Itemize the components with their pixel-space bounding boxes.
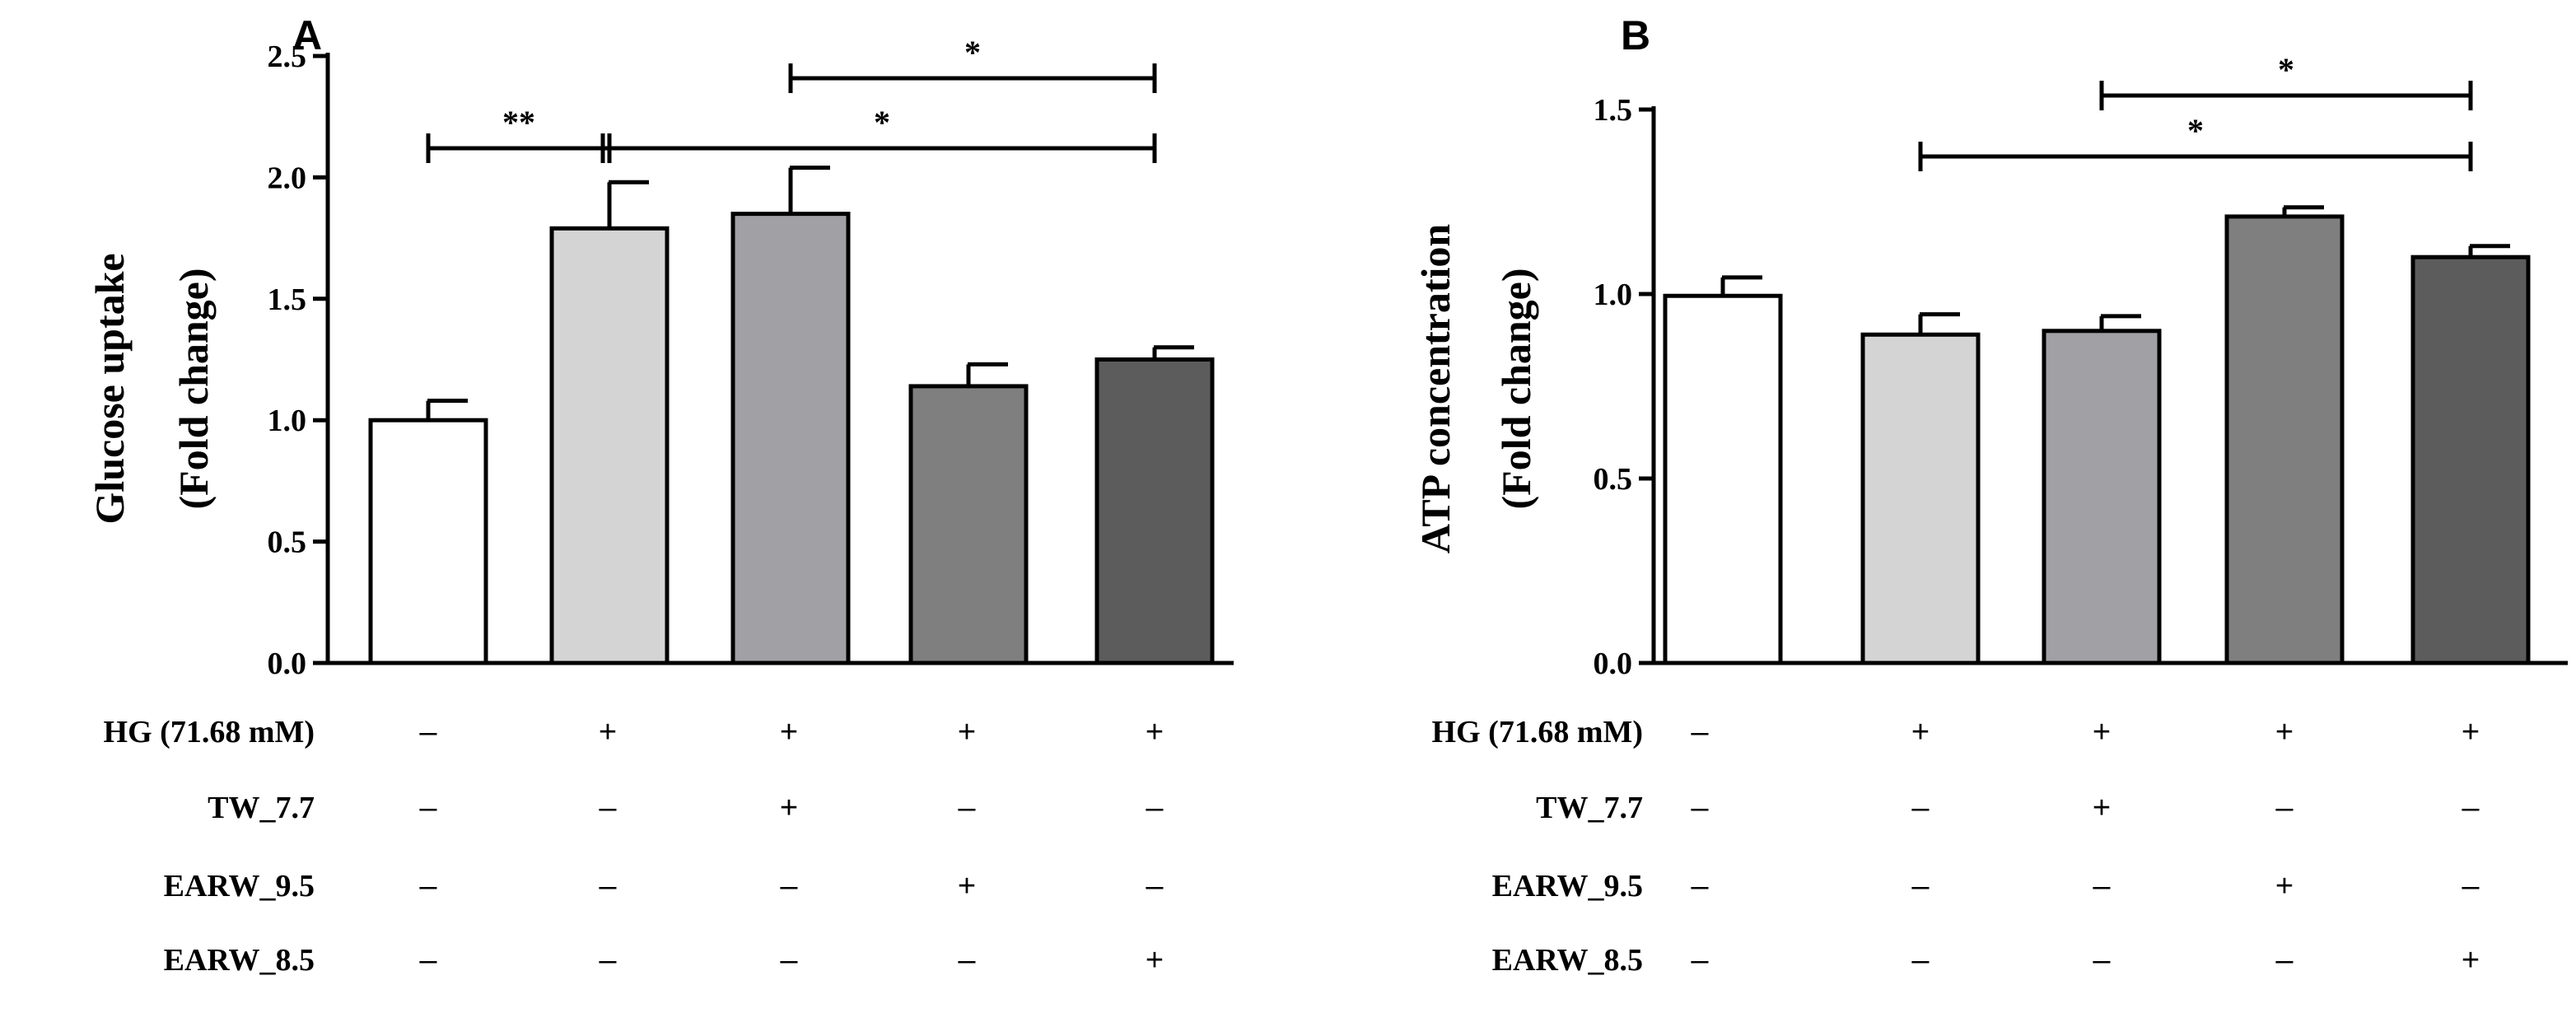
treatment-sign-a: – xyxy=(780,943,798,978)
panel-b-ytick-label: 1.0 xyxy=(1594,278,1633,312)
treatment-sign-b: – xyxy=(2275,791,2294,825)
treatment-sign-a: – xyxy=(419,869,437,903)
treatment-sign-a: – xyxy=(419,943,437,978)
treatment-sign-a: – xyxy=(419,791,437,825)
treatment-table-a: HG (71.68 mM) – + + + + TW_7.7 – – + – – EARW_9.5 – – –… xyxy=(104,715,1164,978)
panel-b-ytick-label: 0.0 xyxy=(1594,647,1633,681)
panel-a-ytick-label: 1.0 xyxy=(268,404,307,438)
treatment-sign-b: – xyxy=(1911,791,1930,825)
treatment-sign-b: + xyxy=(2275,869,2294,903)
treatment-row-label-b: EARW_9.5 xyxy=(1492,869,1643,903)
treatment-sign-a: – xyxy=(780,869,798,903)
panel-b-ytick-label: 0.5 xyxy=(1594,462,1633,497)
treatment-row-label-a: HG (71.68 mM) xyxy=(104,715,315,749)
panel-b-bar xyxy=(1663,293,1783,665)
treatment-sign-a: – xyxy=(958,943,976,978)
panel-a-ytick-label: 1.5 xyxy=(268,282,307,317)
panel-b-sig-label: * xyxy=(2278,51,2294,88)
panel-a-bar xyxy=(368,418,488,665)
treatment-sign-b: + xyxy=(1911,715,1930,749)
panel-b-ylabel-line2: (Fold change) xyxy=(1493,268,1539,509)
treatment-sign-a: – xyxy=(599,869,617,903)
treatment-row-label-b: TW_7.7 xyxy=(1536,791,1643,825)
treatment-sign-b: + xyxy=(2093,791,2111,825)
panel-b-bar xyxy=(2224,214,2345,665)
panel-a-sig-label: ** xyxy=(502,104,535,141)
panel-b-ylabel-line1: ATP concentration xyxy=(1412,224,1458,554)
treatment-sign-a: – xyxy=(419,715,437,749)
treatment-sign-b: – xyxy=(1691,791,1709,825)
treatment-sign-a: + xyxy=(958,869,976,903)
panel-b-ytick-label: 1.5 xyxy=(1594,93,1633,128)
panel-a-letter: A xyxy=(292,12,322,58)
treatment-sign-b: + xyxy=(2275,715,2294,749)
panel-a-ytick-label: 0.0 xyxy=(268,647,307,681)
treatment-row-label-a: EARW_9.5 xyxy=(164,869,315,903)
panel-b-bar xyxy=(2410,254,2531,665)
treatment-sign-b: – xyxy=(1691,715,1709,749)
treatment-sign-a: + xyxy=(780,715,798,749)
panel-b-bar xyxy=(1860,332,1981,665)
treatment-sign-b: – xyxy=(2462,869,2480,903)
treatment-sign-b: – xyxy=(2275,943,2294,978)
treatment-sign-a: – xyxy=(599,943,617,978)
treatment-sign-b: + xyxy=(2462,715,2480,749)
treatment-sign-b: + xyxy=(2093,715,2111,749)
panel-a-chart: A Glucose uptake (Fold change) 0.0 0.5 1.0… xyxy=(86,12,1234,681)
treatment-sign-b: – xyxy=(1691,943,1709,978)
panel-a-ytick-label: 2.5 xyxy=(268,40,307,74)
treatment-sign-b: – xyxy=(1911,943,1930,978)
panel-a-ylabel-line2: (Fold change) xyxy=(170,268,217,509)
treatment-row-label-b: HG (71.68 mM) xyxy=(1432,715,1643,749)
treatment-sign-b: – xyxy=(1691,869,1709,903)
panel-b-chart: B ATP concentration (Fold change) 0.0 0.5… xyxy=(1412,12,2568,681)
panel-a-sig-label: * xyxy=(874,104,890,141)
treatment-sign-a: + xyxy=(1146,715,1164,749)
treatment-sign-b: – xyxy=(1911,869,1930,903)
panel-a-ytick-label: 0.5 xyxy=(268,525,307,560)
treatment-sign-b: – xyxy=(2093,943,2111,978)
panel-a-ylabel-line1: Glucose uptake xyxy=(86,253,133,524)
treatment-sign-a: + xyxy=(780,791,798,825)
panel-b-bar xyxy=(2042,329,2162,665)
treatment-sign-a: + xyxy=(1146,943,1164,978)
treatment-row-label-a: EARW_8.5 xyxy=(164,943,315,978)
treatment-sign-a: – xyxy=(1146,791,1164,825)
treatment-table-b: HG (71.68 mM) – + + + + TW_7.7 – – + – – EARW_9.5 – – –… xyxy=(1432,715,2480,978)
panel-b-sig-label: * xyxy=(2187,112,2204,149)
treatment-sign-a: + xyxy=(958,715,976,749)
treatment-sign-a: – xyxy=(599,791,617,825)
treatment-row-label-b: EARW_8.5 xyxy=(1492,943,1643,978)
treatment-sign-a: – xyxy=(958,791,976,825)
treatment-sign-a: – xyxy=(1146,869,1164,903)
panel-a-bar xyxy=(908,384,1029,665)
treatment-sign-b: – xyxy=(2093,869,2111,903)
panel-a-bar xyxy=(730,212,851,665)
treatment-row-label-a: TW_7.7 xyxy=(208,791,315,825)
treatment-sign-b: – xyxy=(2462,791,2480,825)
panel-a-ytick-label: 2.0 xyxy=(268,161,307,195)
treatment-sign-a: + xyxy=(599,715,617,749)
panel-a-bar xyxy=(549,226,670,665)
treatment-sign-b: + xyxy=(2462,943,2480,978)
panel-a-bar xyxy=(1094,357,1215,665)
panel-a-sig-label: * xyxy=(964,34,981,71)
panel-b-letter: B xyxy=(1621,12,1650,58)
